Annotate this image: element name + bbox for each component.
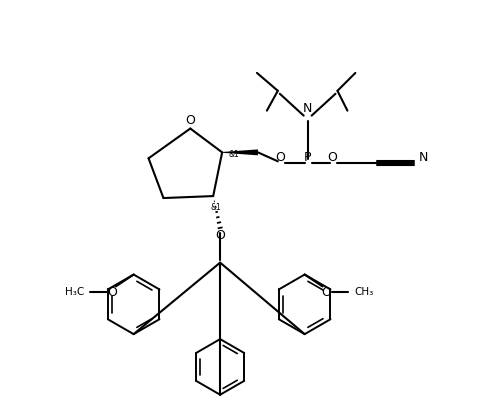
- Text: O: O: [275, 151, 285, 164]
- Text: N: N: [418, 151, 428, 164]
- Text: N: N: [303, 102, 312, 115]
- Text: O: O: [322, 286, 331, 299]
- Text: H₃C: H₃C: [65, 287, 84, 297]
- Polygon shape: [222, 150, 258, 155]
- Text: O: O: [327, 151, 337, 164]
- Text: O: O: [186, 114, 195, 127]
- Text: &1: &1: [228, 150, 239, 159]
- Text: &1: &1: [210, 204, 221, 213]
- Text: O: O: [107, 286, 117, 299]
- Text: P: P: [304, 151, 311, 164]
- Text: CH₃: CH₃: [355, 287, 374, 297]
- Text: O: O: [215, 229, 225, 242]
